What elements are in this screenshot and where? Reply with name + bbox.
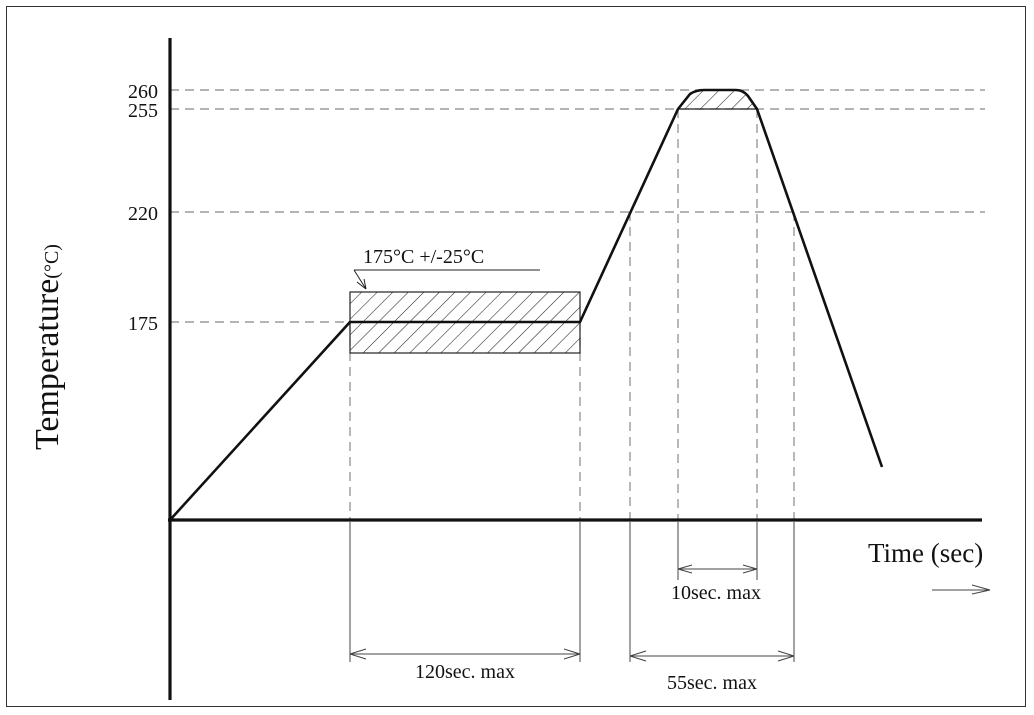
y-axis-label: Temperature [29, 279, 66, 450]
y-tick-label-175: 175 [128, 313, 158, 335]
y-axis-label-group: Temperature(°C) [29, 244, 66, 450]
chart-frame [6, 6, 1026, 707]
soak-band-leader [353, 269, 367, 290]
dashed-gridlines [170, 89, 985, 520]
interval-10-label: 10sec. max [671, 582, 761, 604]
interval-120-label: 120sec. max [415, 661, 515, 683]
soak-band-label: 175°C +/-25°C [363, 246, 484, 268]
interval-extensions [349, 522, 795, 662]
interval-120-arrow [349, 648, 581, 660]
x-axis-label: Time (sec) [868, 538, 983, 568]
interval-10-arrow [677, 564, 758, 574]
y-tick-label-255: 255 [128, 100, 158, 122]
y-axis-unit: (°C) [41, 244, 63, 279]
temperature-profile-line [169, 88, 884, 521]
svg-text:Temperature(°C): Temperature(°C) [29, 244, 66, 450]
y-tick-label-220: 220 [128, 203, 158, 225]
interval-55-label: 55sec. max [667, 672, 757, 694]
time-arrow-head [971, 584, 991, 595]
interval-55-arrow [629, 650, 795, 662]
y-tick-label-260: 260 [128, 81, 158, 103]
soak-band-leader-head [356, 278, 367, 290]
